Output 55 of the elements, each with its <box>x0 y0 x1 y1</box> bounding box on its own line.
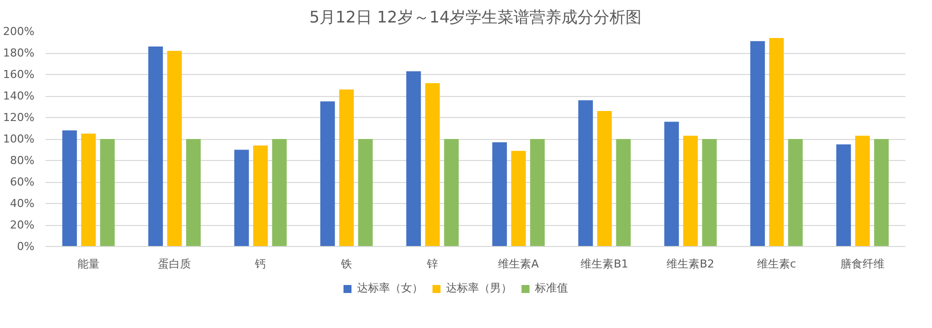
bar <box>186 139 201 246</box>
bar <box>855 136 870 246</box>
bar <box>702 139 717 246</box>
x-tick-label: 钙 <box>254 258 266 270</box>
bar <box>836 144 851 246</box>
bar <box>683 136 698 246</box>
x-tick-label: 维生素B2 <box>666 258 714 270</box>
x-tick-label: 维生素B1 <box>580 258 628 270</box>
bar <box>339 90 354 246</box>
bar <box>81 134 96 246</box>
y-tick-label: 180% <box>3 46 35 60</box>
x-tick-label: 蛋白质 <box>158 258 191 270</box>
bar <box>616 139 631 246</box>
x-tick-label: 维生素A <box>498 258 540 270</box>
y-tick-label: 120% <box>3 111 35 124</box>
x-tick-label: 铁 <box>340 258 352 270</box>
bar <box>272 139 287 246</box>
x-tick-label: 锌 <box>426 258 438 270</box>
legend-label: 标准值 <box>535 280 568 296</box>
y-tick-label: 100% <box>3 132 35 146</box>
y-tick-label: 160% <box>3 68 35 81</box>
y-tick-label: 20% <box>10 218 35 232</box>
bar <box>62 130 77 246</box>
bar <box>234 150 249 246</box>
bar <box>148 46 163 246</box>
y-tick-label: 200% <box>3 25 35 38</box>
bar <box>167 50 182 246</box>
bar <box>511 150 526 246</box>
bar <box>750 41 765 246</box>
bar <box>406 71 421 246</box>
bar <box>597 111 612 246</box>
y-tick-label: 40% <box>10 197 35 210</box>
y-tick-label: 140% <box>3 90 35 102</box>
bar <box>253 145 268 246</box>
chart-title: 5月12日 12岁～14岁学生菜谱营养成分分析图 <box>309 8 642 26</box>
legend-label: 达标率（女） <box>357 280 423 296</box>
y-tick-label: 80% <box>10 154 35 167</box>
x-tick-label: 膳食纤维 <box>840 258 884 270</box>
bar <box>100 139 115 246</box>
bar <box>578 100 593 246</box>
x-tick-label: 能量 <box>78 258 100 270</box>
bar <box>320 101 335 246</box>
bar <box>492 142 507 246</box>
bar <box>358 139 373 246</box>
x-tick-label: 维生素c <box>756 258 796 270</box>
bar <box>664 122 679 246</box>
bar <box>788 139 803 246</box>
y-tick-label: 60% <box>10 176 35 188</box>
bar <box>444 139 459 246</box>
y-tick-label: 0% <box>17 240 34 253</box>
bar <box>530 139 545 246</box>
legend-label: 达标率（男） <box>446 280 512 296</box>
bar <box>874 139 889 246</box>
bar <box>769 38 784 246</box>
bar <box>425 83 440 246</box>
